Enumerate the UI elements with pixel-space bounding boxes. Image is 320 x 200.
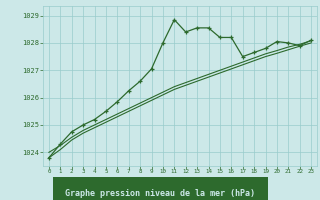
Text: Graphe pression niveau de la mer (hPa): Graphe pression niveau de la mer (hPa) <box>65 189 255 198</box>
